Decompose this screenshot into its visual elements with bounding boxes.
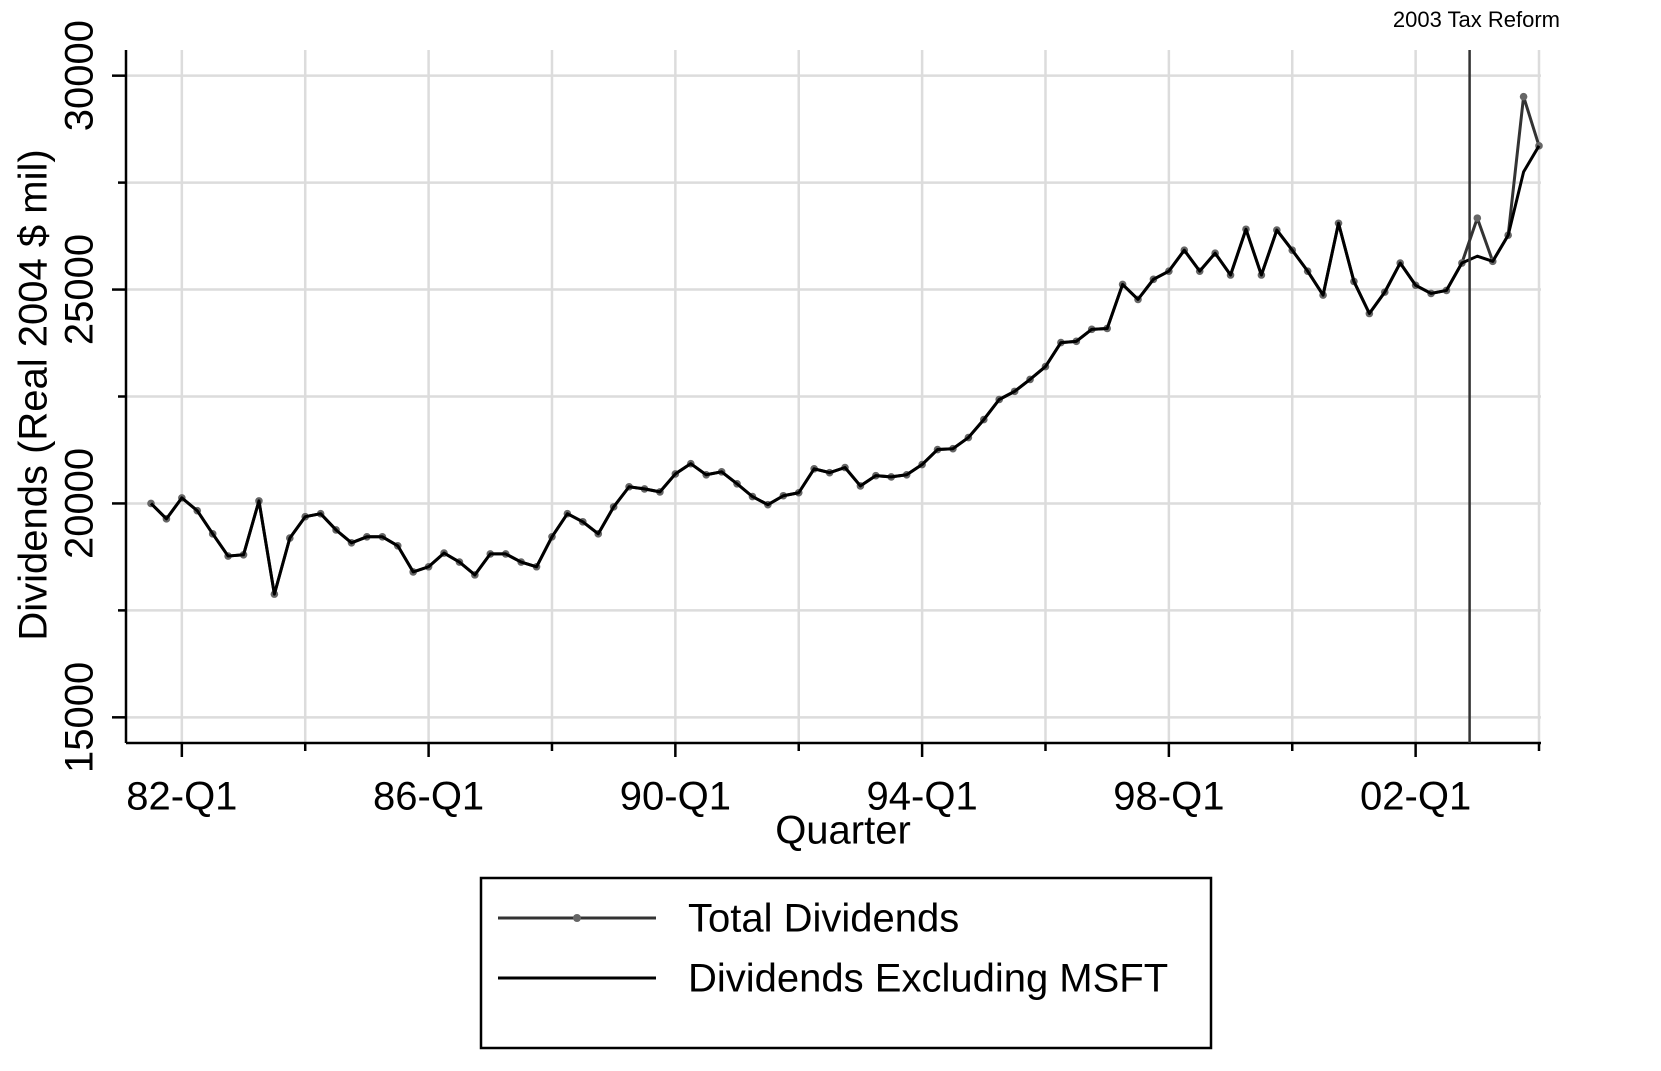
x-tick-label: 02-Q1: [1360, 775, 1471, 819]
y-tick-label: 30000: [58, 20, 102, 131]
x-axis-label: Quarter: [775, 809, 911, 853]
y-axis-label: Dividends (Real 2004 $ mil): [12, 149, 56, 640]
plot-area: [147, 92, 1543, 598]
x-tick-label: 82-Q1: [126, 775, 237, 819]
series-line: [149, 145, 1541, 596]
x-tick-label: 94-Q1: [867, 775, 978, 819]
legend-label: Dividends Excluding MSFT: [688, 957, 1168, 1001]
y-tick-label: 25000: [58, 234, 102, 345]
y-tick-label: 20000: [58, 448, 102, 559]
data-point: [1519, 92, 1528, 101]
legend-marker: [573, 914, 581, 922]
grid: [126, 50, 1541, 743]
annotation-label: 2003 Tax Reform: [1393, 7, 1560, 32]
x-tick-label: 98-Q1: [1113, 775, 1224, 819]
x-tick-label: 86-Q1: [373, 775, 484, 819]
y-tick-label: 15000: [58, 662, 102, 773]
x-tick-label: 90-Q1: [620, 775, 731, 819]
legend-label: Total Dividends: [688, 897, 959, 941]
data-point: [1473, 214, 1482, 222]
legend: [479, 876, 1213, 1050]
